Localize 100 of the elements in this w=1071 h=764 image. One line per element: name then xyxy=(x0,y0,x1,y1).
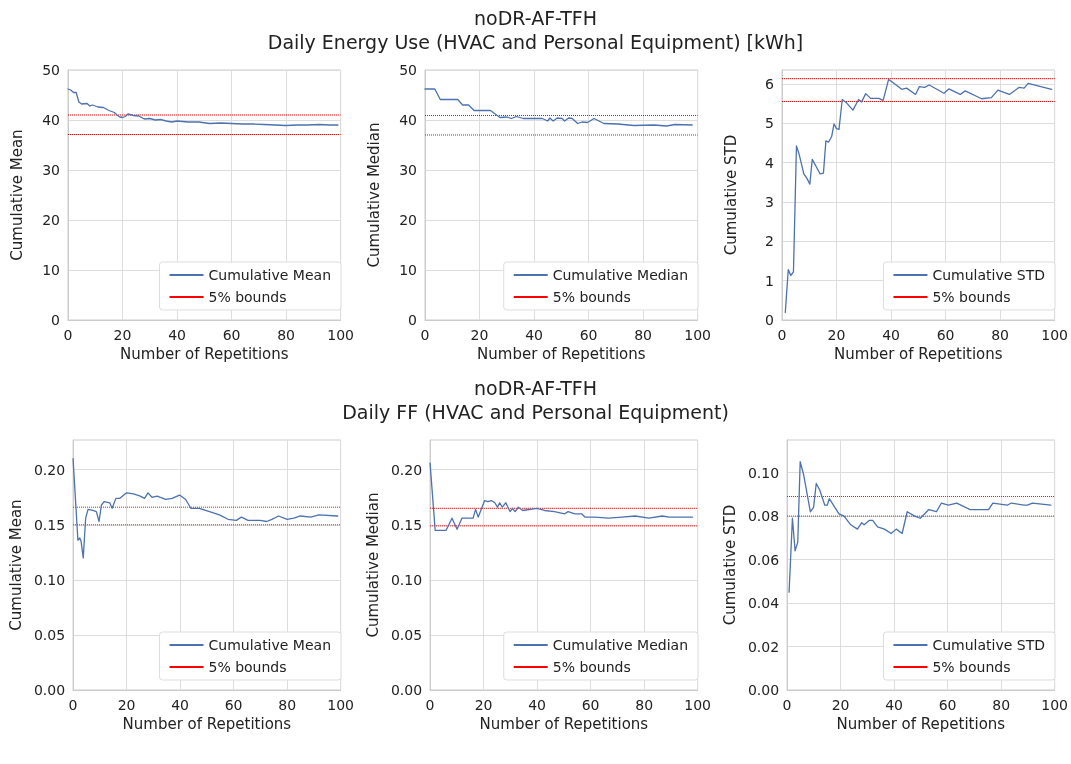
line-series xyxy=(429,462,694,531)
chart-title: noDR-AF-TFH xyxy=(473,376,598,400)
legend-label: 5% bounds xyxy=(932,289,1011,305)
x-tick-label: 80 xyxy=(991,327,1010,343)
y-tick-label: 0.15 xyxy=(390,516,423,533)
x-tick-label: 60 xyxy=(581,697,600,713)
line-series xyxy=(788,461,1052,593)
legend-label: 5% bounds xyxy=(932,659,1011,675)
x-tick-label: 60 xyxy=(938,697,957,713)
x-axis-title: Number of Repetitions xyxy=(834,345,1003,364)
x-tick-label: 100 xyxy=(1041,697,1069,713)
y-tick-label: 30 xyxy=(42,162,60,178)
y-tick-label: 0.10 xyxy=(747,464,780,481)
y-tick-label: 10 xyxy=(42,262,60,278)
y-tick-label: 0.00 xyxy=(747,682,780,698)
y-axis-title: Cumulative Median xyxy=(363,492,382,638)
x-tick-label: 80 xyxy=(635,697,654,713)
y-axis-title: Cumulative Mean xyxy=(6,499,25,631)
y-tick-label: 0.05 xyxy=(33,626,66,643)
x-tick-label: 40 xyxy=(882,327,900,343)
y-tick-label: 1 xyxy=(765,272,774,289)
x-tick-label: 40 xyxy=(171,697,190,713)
x-axis-title: Number of Repetitions xyxy=(120,345,289,364)
y-axis-title: Cumulative STD xyxy=(720,504,739,626)
x-tick-label: 40 xyxy=(525,327,543,343)
x-tick-label: 60 xyxy=(222,327,241,343)
legend-label: Cumulative STD xyxy=(932,267,1045,283)
legend-label: 5% bounds xyxy=(208,289,287,305)
x-tick-label: 60 xyxy=(579,327,598,343)
y-tick-label: 6 xyxy=(765,75,775,92)
legend-label: Cumulative Median xyxy=(552,637,688,653)
y-tick-label: 50 xyxy=(42,62,60,78)
chart-subtitle: Daily Energy Use (HVAC and Personal Equipment) [kWh] xyxy=(267,30,804,54)
y-tick-label: 0.00 xyxy=(33,682,66,698)
y-tick-label: 4 xyxy=(765,154,775,171)
line-series xyxy=(784,78,1053,314)
legend-label: Cumulative STD xyxy=(932,637,1045,653)
y-tick-label: 0.06 xyxy=(747,551,780,568)
y-tick-label: 0.10 xyxy=(390,571,423,588)
y-tick-label: 2 xyxy=(765,233,774,250)
chart-subtitle: Daily FF (HVAC and Personal Equipment) xyxy=(342,400,729,424)
y-axis-title: Cumulative Mean xyxy=(7,129,26,261)
y-tick-label: 20 xyxy=(399,212,417,228)
y-tick-label: 0 xyxy=(408,312,417,328)
x-axis-title: Number of Repetitions xyxy=(836,715,1006,734)
y-tick-label: 40 xyxy=(399,112,417,128)
x-tick-label: 40 xyxy=(168,327,186,343)
legend-label: Cumulative Mean xyxy=(208,267,331,283)
x-tick-label: 60 xyxy=(936,327,955,343)
x-axis-title: Number of Repetitions xyxy=(477,345,646,364)
y-tick-label: 0.08 xyxy=(747,508,780,525)
line-series xyxy=(72,458,339,559)
y-tick-label: 0 xyxy=(765,312,774,328)
x-tick-label: 60 xyxy=(224,697,243,713)
y-axis-title: Cumulative STD xyxy=(721,134,740,256)
legend-label: 5% bounds xyxy=(208,659,287,675)
x-tick-label: 100 xyxy=(327,327,355,343)
y-tick-label: 40 xyxy=(42,112,60,128)
y-tick-label: 0.04 xyxy=(747,595,780,612)
x-tick-label: 20 xyxy=(831,697,850,713)
x-tick-label: 0 xyxy=(425,697,435,713)
x-axis-title: Number of Repetitions xyxy=(479,715,649,734)
legend-label: Cumulative Mean xyxy=(208,637,331,653)
x-tick-label: 20 xyxy=(113,327,132,343)
x-tick-label: 80 xyxy=(634,327,653,343)
x-tick-label: 80 xyxy=(992,697,1011,713)
y-tick-label: 0.05 xyxy=(390,626,423,643)
legend-label: 5% bounds xyxy=(552,289,631,305)
x-tick-label: 80 xyxy=(278,697,297,713)
y-tick-label: 10 xyxy=(399,262,417,278)
chart-title: noDR-AF-TFH xyxy=(473,6,598,30)
legend-label: Cumulative Median xyxy=(552,267,688,283)
x-tick-label: 40 xyxy=(528,697,547,713)
line-series xyxy=(424,88,693,127)
x-tick-label: 0 xyxy=(68,697,78,713)
y-axis-title: Cumulative Median xyxy=(364,122,383,268)
x-tick-label: 20 xyxy=(827,327,846,343)
x-tick-label: 100 xyxy=(684,327,712,343)
y-tick-label: 0.20 xyxy=(33,461,66,478)
y-tick-label: 0.15 xyxy=(33,516,66,533)
x-tick-label: 20 xyxy=(117,697,136,713)
x-tick-label: 0 xyxy=(782,697,792,713)
y-tick-label: 5 xyxy=(765,115,774,132)
y-tick-label: 0.02 xyxy=(747,638,780,655)
x-tick-label: 40 xyxy=(885,697,904,713)
y-tick-label: 20 xyxy=(42,212,60,228)
x-tick-label: 20 xyxy=(474,697,493,713)
y-tick-label: 0.00 xyxy=(390,682,423,698)
y-tick-label: 3 xyxy=(765,193,774,210)
x-tick-label: 100 xyxy=(327,697,355,713)
x-axis-title: Number of Repetitions xyxy=(122,715,292,734)
x-tick-label: 100 xyxy=(1041,327,1069,343)
y-tick-label: 0.10 xyxy=(33,571,66,588)
legend-label: 5% bounds xyxy=(552,659,631,675)
x-tick-label: 80 xyxy=(277,327,296,343)
y-tick-label: 30 xyxy=(399,162,417,178)
line-series xyxy=(67,88,339,127)
y-tick-label: 0.20 xyxy=(390,461,423,478)
x-tick-label: 20 xyxy=(470,327,489,343)
y-tick-label: 50 xyxy=(399,62,417,78)
